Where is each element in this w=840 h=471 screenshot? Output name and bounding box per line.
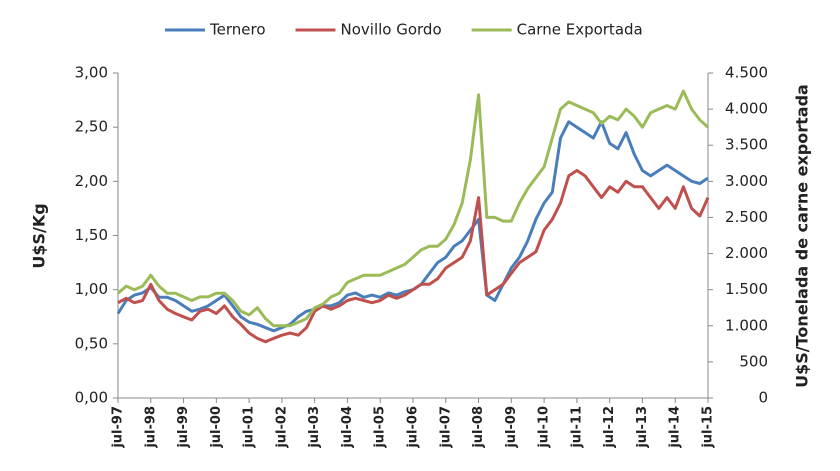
- x-tick-label: jul-02: [274, 406, 289, 449]
- legend-label: Novillo Gordo: [341, 21, 442, 39]
- x-tick-label: jul-01: [242, 406, 257, 449]
- x-tick-label: jul-06: [406, 406, 421, 449]
- x-tick-label: jul-15: [701, 406, 716, 449]
- y2-tick-label: 500: [739, 352, 768, 370]
- y2-tick-label: 2.000: [725, 244, 768, 262]
- x-tick-label: jul-98: [143, 406, 158, 449]
- legend-label: Carne Exportada: [517, 21, 643, 39]
- series-line: [117, 169, 710, 344]
- x-tick-label: jul-00: [209, 406, 224, 449]
- y-tick-label: 1,50: [75, 226, 108, 244]
- legend-label: Ternero: [209, 21, 266, 39]
- x-tick-label: jul-05: [373, 406, 388, 449]
- y-axis-label: U$S/Kg: [30, 203, 49, 268]
- x-tick-label: jul-12: [602, 406, 617, 449]
- y2-tick-label: 2.500: [725, 208, 768, 226]
- y-tick-label: 3,00: [75, 64, 108, 82]
- y2-tick-label: 0: [758, 389, 768, 407]
- x-tick-label: jul-11: [569, 406, 584, 449]
- y2-tick-label: 3.500: [725, 136, 768, 154]
- y2-tick-label: 3.000: [725, 172, 768, 190]
- y2-tick-label: 4.500: [725, 64, 768, 82]
- y-tick-label: 0,00: [75, 389, 108, 407]
- y2-tick-label: 1.500: [725, 280, 768, 298]
- x-tick-label: jul-13: [635, 406, 650, 449]
- x-tick-label: jul-97: [111, 406, 126, 449]
- y-tick-label: 2,50: [75, 118, 108, 136]
- x-tick-label: jul-07: [438, 406, 453, 449]
- series-line: [117, 89, 709, 328]
- y2-tick-label: 4.000: [725, 100, 768, 118]
- x-tick-label: jul-03: [307, 406, 322, 449]
- y-tick-label: 0,50: [75, 334, 108, 352]
- y2-axis-label: U$S/Tonelada de carne exportada: [793, 84, 812, 388]
- y-tick-label: 1,00: [75, 280, 108, 298]
- x-tick-label: jul-09: [504, 406, 519, 449]
- x-tick-label: jul-14: [668, 406, 683, 449]
- series-line: [116, 120, 709, 333]
- x-tick-label: jul-10: [537, 406, 552, 449]
- x-tick-label: jul-99: [176, 406, 191, 449]
- y2-tick-label: 1.000: [725, 316, 768, 334]
- x-tick-label: jul-08: [471, 406, 486, 449]
- x-tick-label: jul-04: [340, 406, 355, 449]
- y-tick-label: 2,00: [75, 172, 108, 190]
